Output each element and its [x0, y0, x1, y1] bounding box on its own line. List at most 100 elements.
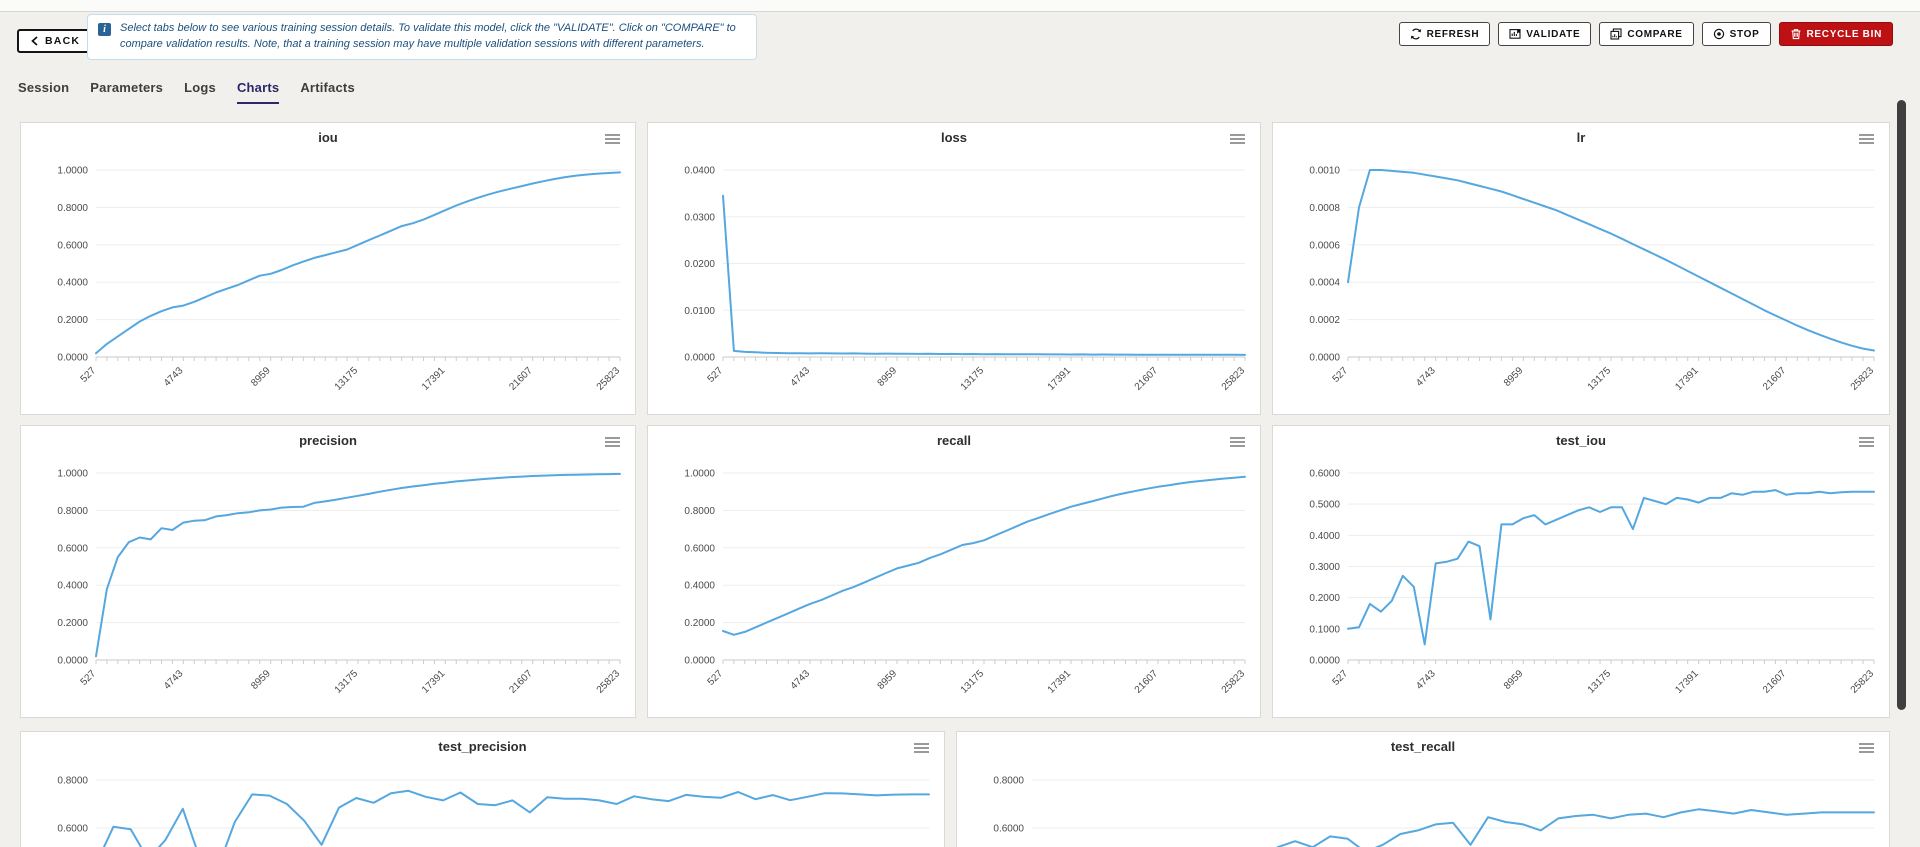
chart-menu-icon[interactable] — [1857, 741, 1876, 757]
validate-button-label: VALIDATE — [1526, 28, 1581, 40]
svg-text:0.8000: 0.8000 — [993, 776, 1024, 787]
svg-text:25823: 25823 — [1849, 668, 1877, 696]
charts-row-1: iou 1.0000 0.8000 0.6000 0.4000 0.2000 0.0000… — [20, 122, 1890, 415]
svg-text:13175: 13175 — [1586, 668, 1614, 696]
recycle-bin-button[interactable]: RECYCLE BIN — [1778, 22, 1893, 46]
chart-title: test_precision — [438, 739, 527, 754]
validate-button[interactable]: VALIDATE — [1498, 22, 1592, 46]
chart-title: iou — [318, 130, 338, 145]
svg-text:8959: 8959 — [249, 365, 273, 389]
svg-text:17391: 17391 — [420, 365, 448, 393]
chart-title: test_iou — [1556, 433, 1606, 448]
chart-menu-icon[interactable] — [603, 132, 622, 148]
svg-text:0.0000: 0.0000 — [1309, 353, 1340, 364]
chart-panel-iou: iou 1.0000 0.8000 0.6000 0.4000 0.2000 0.0000… — [20, 122, 636, 415]
chart-title: precision — [299, 433, 357, 448]
charts-grid: iou 1.0000 0.8000 0.6000 0.4000 0.2000 0.0000… — [20, 122, 1890, 847]
chart-menu-icon[interactable] — [1857, 132, 1876, 148]
svg-text:0.8000: 0.8000 — [57, 203, 88, 214]
svg-text:527: 527 — [1331, 668, 1351, 688]
tab-bar: Session Parameters Logs Charts Artifacts — [18, 80, 355, 104]
svg-text:13175: 13175 — [333, 365, 361, 393]
refresh-icon — [1410, 28, 1421, 40]
svg-text:13175: 13175 — [1586, 365, 1614, 393]
svg-text:21607: 21607 — [1133, 365, 1161, 393]
svg-text:8959: 8959 — [876, 365, 900, 389]
tab-session[interactable]: Session — [18, 80, 70, 95]
svg-text:0.3000: 0.3000 — [1309, 562, 1340, 573]
svg-text:0.2000: 0.2000 — [57, 315, 88, 326]
svg-text:0.2000: 0.2000 — [1309, 593, 1340, 604]
tab-charts[interactable]: Charts — [236, 80, 280, 104]
chart-menu-icon[interactable] — [603, 435, 622, 451]
svg-text:0.6000: 0.6000 — [57, 543, 88, 554]
svg-text:0.0000: 0.0000 — [684, 656, 715, 667]
svg-text:0.6000: 0.6000 — [684, 543, 715, 554]
top-divider — [0, 0, 1920, 12]
svg-text:0.8000: 0.8000 — [684, 506, 715, 517]
back-button[interactable]: BACK — [17, 29, 94, 53]
svg-text:0.0200: 0.0200 — [684, 259, 715, 270]
tab-parameters[interactable]: Parameters — [90, 80, 164, 95]
svg-text:21607: 21607 — [1133, 668, 1161, 696]
svg-text:0.0000: 0.0000 — [1309, 656, 1340, 667]
vertical-scrollbar-thumb[interactable] — [1897, 100, 1906, 710]
stop-icon — [1713, 28, 1724, 40]
compare-button[interactable]: COMPARE — [1599, 22, 1694, 46]
svg-text:0.5000: 0.5000 — [1309, 500, 1340, 511]
svg-text:1.0000: 1.0000 — [684, 469, 715, 480]
svg-text:0.0000: 0.0000 — [684, 353, 715, 364]
chart-menu-icon[interactable] — [1228, 132, 1247, 148]
svg-text:0.4000: 0.4000 — [1309, 531, 1340, 542]
svg-text:0.2000: 0.2000 — [57, 618, 88, 629]
svg-text:0.4000: 0.4000 — [684, 581, 715, 592]
refresh-button[interactable]: REFRESH — [1398, 22, 1491, 46]
svg-text:21607: 21607 — [1761, 365, 1789, 393]
svg-text:527: 527 — [1331, 365, 1351, 385]
validate-icon — [1509, 29, 1521, 39]
svg-text:0.4000: 0.4000 — [57, 278, 88, 289]
info-banner: i Select tabs below to see various train… — [87, 14, 757, 60]
svg-text:0.6000: 0.6000 — [1309, 469, 1340, 480]
svg-text:25823: 25823 — [1220, 365, 1248, 393]
chart-panel-recall: recall 1.0000 0.8000 0.6000 0.4000 0.2000 0.0… — [647, 425, 1261, 718]
chart-plot: 0.0010 0.0008 0.0006 0.0004 0.0002 0.0000 527 4… — [1273, 123, 1889, 414]
header-actions: REFRESH VALIDATE COMPARE STOP — [1398, 22, 1893, 46]
svg-text:0.0010: 0.0010 — [1309, 166, 1340, 177]
chart-panel-precision: precision 1.0000 0.8000 0.6000 0.4000 0.2000… — [20, 425, 636, 718]
svg-text:0.6000: 0.6000 — [57, 824, 88, 835]
svg-text:4743: 4743 — [162, 365, 186, 389]
tab-logs[interactable]: Logs — [184, 80, 216, 95]
info-icon: i — [98, 23, 111, 36]
svg-text:17391: 17391 — [1046, 365, 1074, 393]
chart-panel-lr: lr 0.0010 0.0008 0.0006 0.0004 0.0002 0.0000 5… — [1272, 122, 1890, 415]
chart-menu-icon[interactable] — [1857, 435, 1876, 451]
svg-text:4743: 4743 — [789, 365, 813, 389]
stop-button[interactable]: STOP — [1701, 22, 1771, 46]
chart-title: test_recall — [1390, 739, 1456, 754]
chart-panel-test-iou: test_iou 0.6000 0.5000 0.4000 0.3000 0.2000 0… — [1272, 425, 1890, 718]
svg-text:8959: 8959 — [249, 668, 273, 692]
chart-menu-icon[interactable] — [912, 741, 931, 757]
svg-text:17391: 17391 — [1046, 668, 1074, 696]
svg-text:0.8000: 0.8000 — [57, 506, 88, 517]
chart-plot: 0.6000 0.5000 0.4000 0.3000 0.2000 0.1000 0.00… — [1273, 426, 1889, 717]
chart-plot: 0.80000.60000.40000.20000.00005274743895… — [21, 732, 944, 847]
chart-panel-test-precision: test_precision 0.80000.60000.40000.20000… — [20, 731, 945, 847]
svg-text:25823: 25823 — [595, 668, 623, 696]
svg-text:0.6000: 0.6000 — [993, 824, 1024, 835]
chart-title: lr — [1576, 130, 1586, 145]
svg-text:4743: 4743 — [1414, 668, 1438, 692]
svg-text:0.0000: 0.0000 — [57, 353, 88, 364]
svg-text:0.0400: 0.0400 — [684, 166, 715, 177]
chart-plot: 1.0000 0.8000 0.6000 0.4000 0.2000 0.0000 527 4… — [648, 426, 1260, 717]
svg-text:25823: 25823 — [595, 365, 623, 393]
svg-text:4743: 4743 — [162, 668, 186, 692]
tab-artifacts[interactable]: Artifacts — [300, 80, 355, 95]
svg-text:0.0006: 0.0006 — [1309, 240, 1340, 251]
trash-icon — [1791, 29, 1800, 40]
chart-menu-icon[interactable] — [1228, 435, 1247, 451]
chart-panel-test-recall: test_recall 0.80000.60000.40000.20000.00… — [956, 731, 1890, 847]
svg-text:0.0300: 0.0300 — [684, 212, 715, 223]
